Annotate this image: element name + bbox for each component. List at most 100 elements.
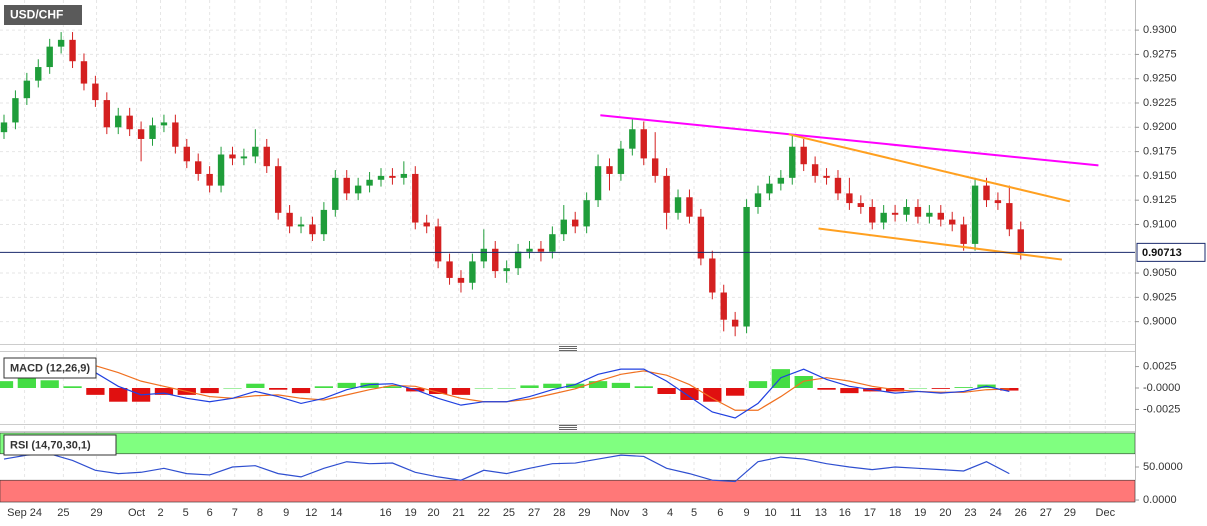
- candle-body: [183, 146, 190, 162]
- candle-body: [343, 177, 350, 194]
- candle-body: [709, 258, 716, 293]
- x-tick-label: 10: [764, 507, 776, 519]
- candle-body: [811, 164, 819, 176]
- x-tick-label: 28: [553, 507, 565, 519]
- candle-body: [69, 39, 76, 62]
- x-tick-label: 17: [864, 507, 876, 519]
- candle-body: [103, 100, 111, 128]
- histogram-bar: [17, 377, 36, 388]
- histogram-bar: [337, 382, 356, 388]
- candle-body: [320, 209, 328, 235]
- candle-body: [674, 197, 682, 213]
- y-tick-label: 0.9200: [1143, 121, 1177, 133]
- candle-body: [629, 129, 636, 149]
- histogram-bar: [497, 388, 516, 389]
- candle-body: [720, 292, 727, 320]
- candle-body: [423, 222, 430, 227]
- y-tick-label: -0.0000: [1143, 382, 1180, 394]
- candle-body: [297, 224, 305, 227]
- x-tick-label: 25: [503, 507, 515, 519]
- candle-body: [560, 219, 567, 235]
- candle-body: [526, 248, 533, 252]
- histogram-bar: [680, 388, 699, 400]
- x-tick-label: 13: [815, 507, 827, 519]
- x-tick-label: 26: [1015, 507, 1027, 519]
- histogram-bar: [200, 388, 219, 394]
- candle-body: [309, 224, 316, 235]
- candle-body: [572, 219, 579, 227]
- panel-handle[interactable]: [559, 425, 577, 430]
- x-tick-label: 5: [691, 507, 697, 519]
- histogram-bar: [428, 388, 448, 394]
- histogram-bar: [840, 388, 859, 394]
- y-tick-label: 0.9275: [1143, 48, 1177, 60]
- candle-body: [789, 146, 796, 178]
- candle-body: [57, 39, 65, 47]
- candle-body: [1006, 203, 1013, 230]
- candle-body: [800, 146, 807, 165]
- histogram-bar: [566, 383, 585, 388]
- y-tick-label: 0.0000: [1143, 494, 1177, 506]
- candle-body: [686, 197, 693, 217]
- candle-body: [903, 206, 910, 215]
- candle-body: [366, 179, 373, 186]
- x-tick-label: 8: [257, 507, 263, 519]
- x-tick-label: 29: [578, 507, 590, 519]
- x-tick-label: 21: [453, 507, 465, 519]
- candle-body: [640, 129, 647, 159]
- candle-body: [23, 80, 31, 99]
- histogram-bar: [543, 383, 562, 388]
- candle-body: [651, 158, 659, 176]
- candle-body: [149, 125, 156, 139]
- candle-body: [503, 268, 510, 272]
- indicator-box: [3, 434, 117, 456]
- y-tick-label: 0.9175: [1143, 145, 1177, 157]
- trend-line: [818, 227, 1063, 261]
- candle-body: [880, 212, 887, 223]
- indicator-box: [3, 357, 97, 379]
- candle-body: [252, 146, 259, 157]
- histogram-bar: [748, 381, 768, 388]
- x-tick-label: 9: [283, 507, 289, 519]
- candle-body: [926, 212, 933, 217]
- histogram-bar: [588, 381, 608, 388]
- panel-handle[interactable]: [559, 346, 577, 351]
- histogram-bar: [703, 388, 722, 402]
- last-price-box: [1136, 242, 1206, 262]
- histogram-bar: [40, 380, 59, 388]
- histogram-bar: [63, 386, 82, 388]
- x-tick-label: Nov: [610, 507, 630, 519]
- candle-body: [594, 166, 602, 201]
- candle-body: [1017, 229, 1024, 253]
- x-tick-label: 11: [790, 507, 801, 519]
- y-tick-label: 0.9250: [1143, 73, 1177, 85]
- y-tick-label: 50.0000: [1143, 461, 1183, 473]
- candle-body: [537, 248, 545, 252]
- candle-body: [469, 261, 476, 283]
- candle-body: [35, 67, 42, 81]
- candle-body: [354, 185, 362, 194]
- candle-body: [80, 61, 88, 84]
- y-tick-label: 0.9300: [1143, 24, 1177, 36]
- x-tick-label: 20: [939, 507, 951, 519]
- candle-body: [994, 200, 1002, 204]
- x-tick-label: 20: [427, 507, 439, 519]
- x-tick-label: 29: [1064, 507, 1076, 519]
- candle-body: [914, 206, 922, 217]
- candle-body: [514, 251, 522, 269]
- x-tick-label: 6: [717, 507, 723, 519]
- candle-body: [492, 248, 499, 272]
- macd-line: [3, 359, 1010, 419]
- candle-body: [434, 226, 442, 262]
- candle-body: [663, 175, 670, 213]
- candle-body: [754, 193, 762, 207]
- x-tick-label: 16: [839, 507, 851, 519]
- histogram-bar: [109, 388, 128, 402]
- candle-body: [160, 122, 168, 126]
- candle-body: [240, 156, 248, 159]
- candle-body: [869, 206, 876, 223]
- candle-body: [937, 212, 944, 220]
- last-price-label: 0.90713: [1142, 247, 1182, 259]
- x-tick-label: Sep 24: [7, 507, 42, 519]
